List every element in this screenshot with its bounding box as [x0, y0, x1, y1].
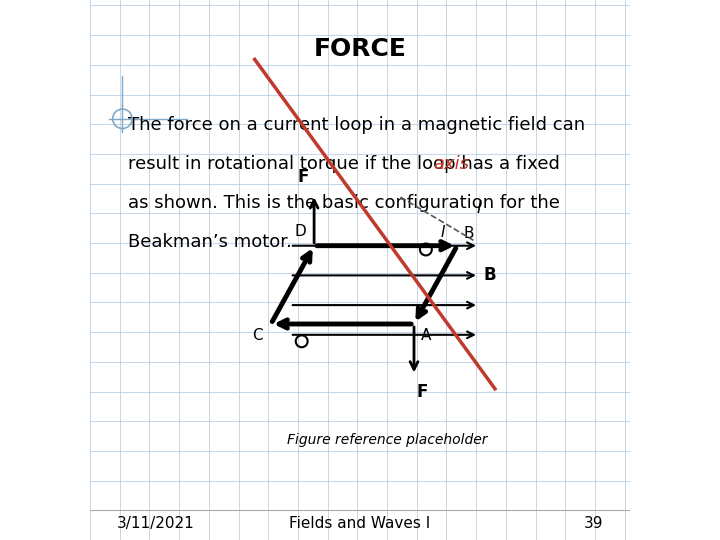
- Text: B: B: [464, 226, 474, 241]
- Text: Fields and Waves I: Fields and Waves I: [289, 516, 431, 531]
- Text: F: F: [416, 383, 428, 401]
- Text: result in rotational torque if the loop has a fixed: result in rotational torque if the loop …: [128, 155, 565, 173]
- Text: I: I: [476, 199, 481, 217]
- Text: 39: 39: [583, 516, 603, 531]
- Text: The force on a current loop in a magnetic field can: The force on a current loop in a magneti…: [128, 116, 585, 134]
- Text: C: C: [252, 328, 263, 343]
- Text: axis: axis: [433, 155, 469, 173]
- Text: FORCE: FORCE: [314, 37, 406, 60]
- Text: B: B: [483, 266, 496, 285]
- Text: as shown. This is the basic configuration for the: as shown. This is the basic configuratio…: [128, 194, 559, 212]
- Text: D: D: [294, 224, 306, 239]
- Text: F: F: [297, 168, 309, 186]
- Text: 3/11/2021: 3/11/2021: [117, 516, 194, 531]
- Text: Figure reference placeholder: Figure reference placeholder: [287, 433, 487, 447]
- Text: A: A: [420, 328, 431, 343]
- Text: Beakman’s motor.: Beakman’s motor.: [128, 233, 292, 251]
- Text: I: I: [441, 225, 446, 240]
